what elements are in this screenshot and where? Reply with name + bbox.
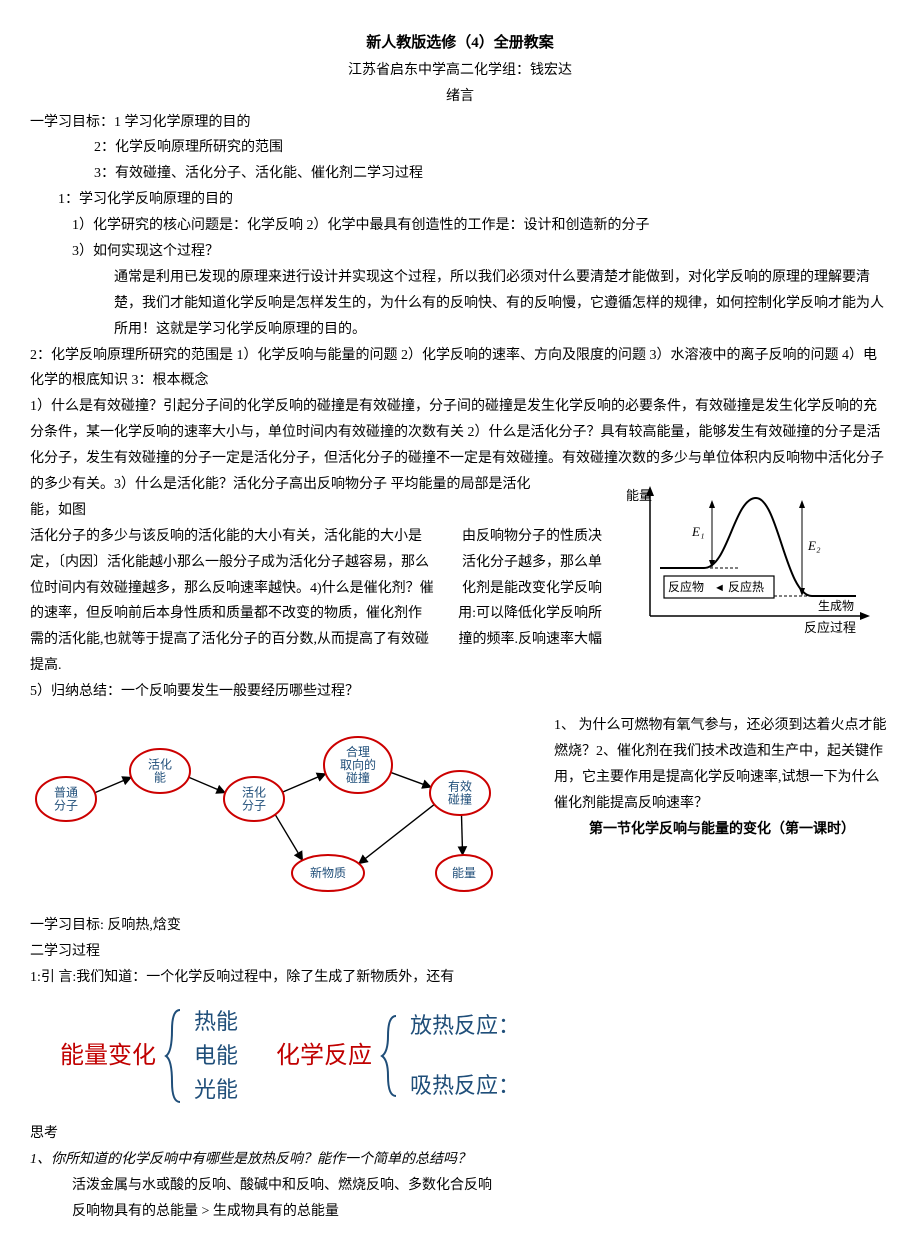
svg-text:碰撞: 碰撞	[346, 770, 370, 785]
sec3-p8: 提高.	[30, 653, 890, 679]
svg-text:能量: 能量	[452, 866, 476, 880]
footer-l3: 活泼金属与水或酸的反响、酸碱中和反响、燃烧反响、多数化合反响	[30, 1173, 890, 1199]
svg-text:有效: 有效	[448, 779, 472, 794]
svg-text:取向的: 取向的	[340, 757, 376, 772]
sec3-p2a: 能，如图	[30, 503, 86, 518]
flowchart: 普通分子活化能活化分子合理取向的碰撞有效碰撞新物质能量	[30, 713, 540, 913]
sec1-p1: 1）化学研究的核心问题是：化学反响 2）化学中最具有创造性的工作是：设计和创造新…	[30, 213, 890, 239]
sec3-wrap: 1）什么是有效碰撞？引起分子间的化学反响的碰撞是有效碰撞，分子间的碰撞是发生化学…	[30, 394, 890, 679]
goal-line-3: 3：有效碰撞、活化分子、活化能、催化剂二学习过程	[30, 161, 890, 187]
energy-col2-0: 放热反应：	[402, 1009, 520, 1043]
chart-reactant: 反应物	[668, 579, 704, 594]
brace-icon-2	[380, 1006, 402, 1106]
energy-diagram: 能量变化 热能 电能 光能 化学反应 放热反应： 吸热反应：	[60, 1005, 890, 1107]
energy-col2-1: 吸热反应：	[402, 1069, 520, 1103]
doc-subtitle: 江苏省启东中学高二化学组：钱宏达	[30, 58, 890, 84]
part2-l1: 一学习目标: 反响热,焓变	[30, 913, 890, 939]
chart-arrow: ◄	[714, 582, 725, 594]
chart-xlabel: 反应过程	[804, 620, 856, 635]
sec3-p7b: 撞的频率.反响速率大幅	[459, 627, 603, 653]
sec3-p5b: 化剂是能改变化学反响	[462, 576, 602, 602]
sec5-h: 5）归纳总结：一个反响要发生一般要经历哪些过程？	[30, 679, 890, 705]
sec1-h: 1：学习化学反响原理的目的	[30, 187, 890, 213]
footer-l2: 1、你所知道的化学反响中有哪些是放热反响？能作一个简单的总结吗？	[30, 1147, 890, 1173]
svg-text:碰撞: 碰撞	[448, 792, 472, 807]
svg-text:普通: 普通	[54, 786, 78, 800]
sec3-pre: 1）什么是有效碰撞？引起分子间的化学反响的碰撞是有效碰撞，分子间的碰撞是发生化学…	[30, 394, 890, 498]
doc-title: 新人教版选修（4）全册教案	[30, 30, 890, 58]
sec3-p4a: 定，〔内因〕活化能越小那么一般分子成为活化分子越容易，那么	[30, 555, 429, 570]
flow-row: 普通分子活化能活化分子合理取向的碰撞有效碰撞新物质能量 1、 为什么可燃物有氧气…	[30, 713, 890, 913]
sec3-p7a: 需的活化能,也就等于提高了活化分子的百分数,从而提高了有效碰	[30, 632, 429, 647]
svg-text:新物质: 新物质	[310, 865, 346, 880]
energy-col1-2: 光能	[186, 1073, 238, 1107]
svg-text:分子: 分子	[54, 799, 78, 813]
footer-l1: 思考	[30, 1121, 890, 1147]
svg-text:活化: 活化	[148, 758, 172, 772]
chart-heat: 反应热	[728, 579, 764, 594]
svg-text:能: 能	[154, 771, 166, 785]
energy-col1-1: 电能	[186, 1039, 238, 1073]
chart-product: 生成物	[818, 599, 854, 613]
sec3-p5a: 位时间内有效碰撞越多，那么反响速率越快。4)什么是催化剂？催	[30, 581, 434, 596]
energy-left-label: 能量变化	[60, 1034, 156, 1078]
svg-text:分子: 分子	[242, 799, 266, 813]
svg-text:合理: 合理	[346, 744, 370, 759]
energy-mid-label: 化学反应	[276, 1034, 372, 1078]
sec2-p1: 2：化学反响原理所研究的范围是 1）化学反响与能量的问题 2）化学反响的速率、方…	[30, 343, 890, 395]
question-text: 1、 为什么可燃物有氧气参与，还必须到达着火点才能燃烧？2、催化剂在我们技术改造…	[554, 713, 890, 817]
part2-l3: 1:引 言:我们知道：一个化学反响过程中，除了生成了新物质外，还有	[30, 965, 890, 991]
section-header: 第一节化学反响与能量的变化（第一课时）	[554, 817, 890, 843]
brace-icon	[164, 1006, 186, 1106]
svg-text:活化: 活化	[242, 786, 266, 800]
sec1-p2: 3）如何实现这个过程？	[30, 239, 890, 265]
sec3-p6b: 用:可以降低化学反响所	[458, 601, 602, 627]
chart-e1: E₁	[691, 524, 704, 539]
goal-line-2: 2：化学反响原理所研究的范围	[30, 135, 890, 161]
sec3-p4b: 活化分子越多，那么单	[462, 550, 602, 576]
goal-line-1: 一学习目标：1 学习化学原理的目的	[30, 110, 890, 136]
chart-e2: E₂	[807, 538, 821, 553]
sec3-p6a: 的速率，但反响前后本身性质和质量都不改变的物质，催化剂作	[30, 606, 422, 621]
sec3-p1b: 平均能量的局部是活化	[391, 477, 531, 492]
doc-intro: 绪言	[30, 84, 890, 110]
sec3-p3b: 由反响物分子的性质决	[462, 524, 602, 550]
sec3-p3a: 活化分子的多少与该反响的活化能的大小有关，活化能的大小是	[30, 529, 422, 544]
chart-ylabel: 能量	[626, 488, 652, 503]
part2-l2: 二学习过程	[30, 939, 890, 965]
footer-l4: 反响物具有的总能量 > 生成物具有的总能量	[30, 1199, 890, 1225]
sec1-p3: 通常是利用已发现的原理来进行设计并实现这个过程，所以我们必须对什么要清楚才能做到…	[30, 265, 890, 343]
energy-col1-0: 热能	[186, 1005, 238, 1039]
energy-curve-chart: 能量 反应过程 E₁ E₂ 反应物	[616, 478, 886, 638]
